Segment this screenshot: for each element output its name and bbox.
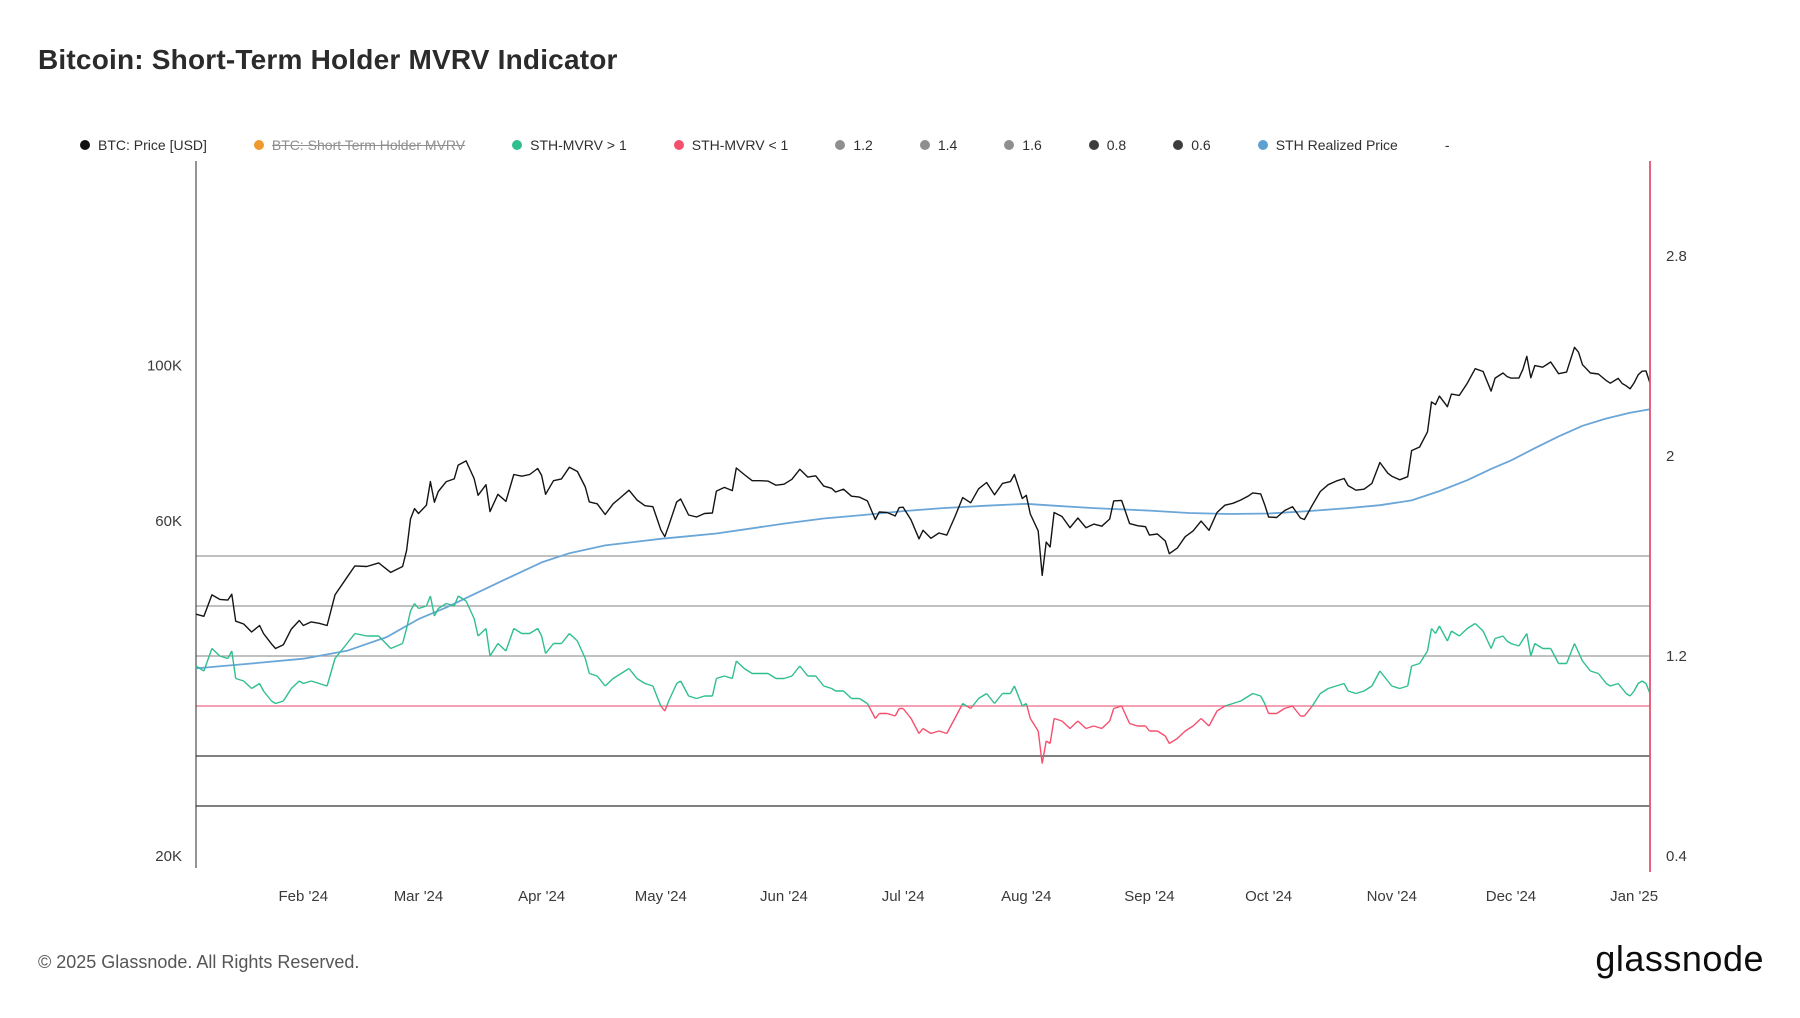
legend-dot-btc-price-usd	[80, 140, 90, 150]
legend-item-1-4[interactable]: 1.4	[919, 137, 958, 153]
legend-item-1-6[interactable]: 1.6	[1004, 137, 1042, 153]
y-left-tick-20K: 20K	[155, 848, 182, 865]
legend-item-btc-short-term-holder-mvrv[interactable]: BTC: Short Term Holder MVRV	[253, 137, 466, 153]
legend-item-dash[interactable]: -	[1445, 137, 1450, 153]
legend-label-1-2: 1.2	[853, 137, 873, 153]
x-tick-oct-24: Oct '24	[1245, 888, 1292, 905]
y-right-tick-0.4: 0.4	[1666, 848, 1687, 865]
x-tick-jul-24: Jul '24	[882, 888, 925, 905]
legend-label-0-8: 0.8	[1106, 137, 1127, 153]
legend-dot-0-8	[1088, 140, 1099, 150]
legend-label-btc-price-usd: BTC: Price [USD]	[98, 137, 207, 153]
y-left-tick-60K: 60K	[155, 513, 182, 530]
legend-label-1-6: 1.6	[1022, 137, 1042, 153]
page-title: Bitcoin: Short-Term Holder MVRV Indicato…	[38, 44, 618, 75]
x-tick-dec-24: Dec '24	[1486, 888, 1536, 905]
x-tick-may-24: May '24	[635, 888, 687, 905]
legend-dot-sth-mvrv-1	[512, 140, 523, 150]
legend-item-0-8[interactable]: 0.8	[1088, 137, 1127, 153]
legend-label-sth-mvrv-1: STH-MVRV > 1	[530, 137, 627, 153]
footer-copyright: © 2025 Glassnode. All Rights Reserved.	[38, 952, 360, 972]
x-tick-jun-24: Jun '24	[760, 888, 808, 905]
legend-item-sth-mvrv-1[interactable]: STH-MVRV > 1	[512, 137, 627, 153]
glassnode-logo[interactable]: glassnode	[1595, 938, 1764, 979]
x-tick-apr-24: Apr '24	[518, 888, 565, 905]
legend-label-0-6: 0.6	[1191, 137, 1211, 153]
x-tick-mar-24: Mar '24	[394, 888, 444, 905]
legend-label-sth-realized-price: STH Realized Price	[1275, 137, 1398, 153]
x-tick-jan-25: Jan '25	[1610, 888, 1658, 905]
y-right-tick-2: 2	[1666, 448, 1674, 465]
legend-item-btc-price-usd[interactable]: BTC: Price [USD]	[80, 137, 207, 153]
legend-dot-1-6	[1004, 140, 1015, 150]
legend-dot-1-2	[835, 140, 846, 150]
legend-dot-sth-mvrv-1	[673, 140, 684, 150]
legend-dot-1-4	[919, 140, 930, 150]
sth-mvrv-above-1-line	[195, 595, 1651, 707]
legend-label-sth-mvrv-1: STH-MVRV < 1	[691, 137, 789, 153]
y-right-tick-1.2: 1.2	[1666, 648, 1687, 665]
legend-label-dash: -	[1444, 137, 1450, 153]
chart-legend: BTC: Price [USD] BTC: Short Term Holder M…	[80, 137, 1760, 153]
legend-dot-btc-short-term-holder-mvrv	[253, 140, 264, 150]
x-tick-sep-24: Sep '24	[1124, 888, 1174, 905]
sth-mvrv-below-1-line	[660, 705, 1313, 764]
y-left-tick-100K: 100K	[147, 357, 182, 374]
x-tick-feb-24: Feb '24	[278, 888, 328, 905]
y-right-tick-2.8: 2.8	[1666, 248, 1687, 265]
legend-dot-sth-realized-price	[1257, 140, 1268, 150]
legend-dot-0-6	[1173, 140, 1184, 150]
legend-label-1-4: 1.4	[937, 137, 958, 153]
btc-price-line	[195, 346, 1651, 650]
sth-realized-price-line	[195, 408, 1651, 670]
legend-item-0-6[interactable]: 0.6	[1173, 137, 1211, 153]
legend-item-sth-realized-price[interactable]: STH Realized Price	[1257, 137, 1398, 153]
x-tick-nov-24: Nov '24	[1367, 888, 1417, 905]
legend-label-btc-short-term-holder-mvrv: BTC: Short Term Holder MVRV	[271, 137, 466, 153]
x-tick-aug-24: Aug '24	[1001, 888, 1051, 905]
legend-item-sth-mvrv-1[interactable]: STH-MVRV < 1	[673, 137, 789, 153]
legend-item-1-2[interactable]: 1.2	[835, 137, 873, 153]
